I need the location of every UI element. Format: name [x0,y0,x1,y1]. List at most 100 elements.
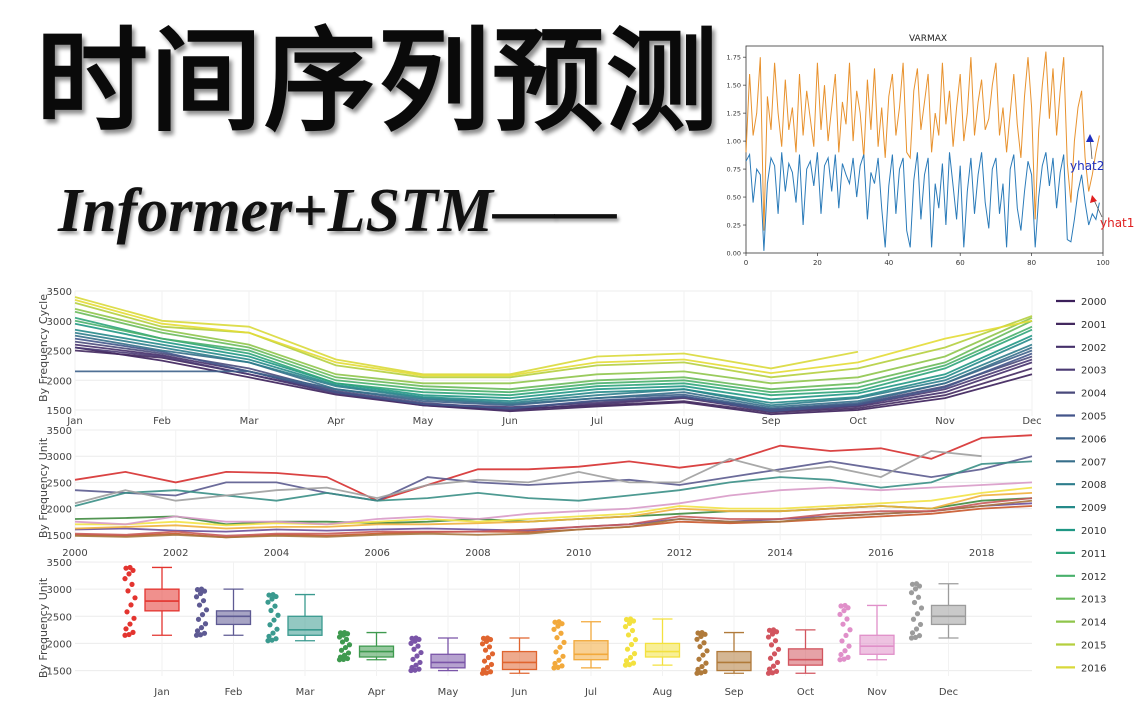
box-point-May [417,659,423,666]
box-point-Sep [698,670,704,676]
box-point-Oct [770,663,777,669]
box-point-Feb [197,590,204,597]
x-tick-label: 100 [1096,259,1109,267]
varmax-chart: VARMAX 0.00 0.25 0.50 0.75 1.00 1.25 1.50 1.75 0… [718,28,1142,270]
box-point-Sep [697,644,703,650]
box-point-Feb [196,602,203,608]
yhat2-arrow-head [1086,134,1094,142]
box-Aug [644,642,681,658]
box-point-Feb [198,625,205,631]
box-point-May [413,662,419,668]
box-point-Apr [343,636,350,642]
x-tick-label: Jul [584,687,597,698]
box-Jan [144,588,180,612]
box-point-Feb [193,632,200,638]
x-tick-label: May [413,416,434,427]
series-line-Jan [74,434,1033,502]
box-point-Feb [195,616,202,622]
box-point-Sep [701,640,707,646]
box-point-Jul [557,644,563,650]
box-point-Nov [840,621,846,627]
x-tick-label: Nov [935,416,955,427]
box-point-Sep [698,633,704,640]
box-point-Oct [765,634,772,640]
box-point-Jun [484,664,491,671]
box-point-Jun [480,635,487,641]
legend-label-2000: 2000 [1081,297,1106,308]
x-tick-label: Apr [368,687,386,698]
box-Nov [859,634,895,655]
panel1-ylabel: By Frequency Cycle [37,294,50,402]
box-point-Oct [770,627,777,633]
x-tick-label: Oct [849,416,866,427]
yhat1-arrow-head [1090,195,1097,203]
x-tick-label: Sep [725,687,744,698]
y-tick-label: 2500 [47,612,72,623]
box-point-Dec [914,611,921,617]
box-May [430,653,466,669]
box-point-Nov [841,656,847,662]
box-point-May [418,649,424,656]
box-point-Aug [631,651,638,657]
box-point-Nov [845,654,851,660]
box-point-Oct [766,666,773,672]
box-point-Apr [337,654,344,660]
series-line-Nov [74,481,1033,526]
series-line-2013 [74,310,1033,391]
box-point-Jan [132,595,138,601]
box-point-Nov [837,611,843,618]
series-line-yhat2 [745,51,1100,231]
series-line-Dec [74,450,982,505]
box-point-Jul [552,660,558,667]
x-tick-label: 20 [813,259,822,267]
x-tick-label: Mar [240,416,260,427]
series-line-Feb [74,455,1033,502]
box-point-Aug [627,616,634,622]
box-point-Nov [838,603,844,609]
box-point-Sep [695,630,701,636]
box-point-Nov [843,632,849,639]
legend-label-2001: 2001 [1081,320,1106,331]
box-point-Aug [632,637,639,643]
box-point-May [409,664,415,671]
x-tick-label: Jan [153,687,169,698]
y-tick-label: 3500 [47,426,72,437]
box-point-May [414,653,420,659]
series-line-2001 [74,349,1033,414]
box-point-May [408,640,414,646]
x-tick-label: 2012 [667,548,692,559]
x-tick-label: Oct [797,687,814,698]
y-tick-label: 3500 [47,558,72,569]
box-point-Jul [556,657,562,663]
y-tick-label: 1.25 [727,110,741,118]
box-point-Jun [479,641,486,647]
box-point-May [411,646,417,652]
box-point-May [415,643,421,649]
legend-label-2003: 2003 [1081,366,1106,377]
x-tick-label: 2014 [767,548,792,559]
x-tick-label: Sep [762,416,781,427]
box-point-Jun [486,644,493,650]
legend-label-2008: 2008 [1081,480,1106,491]
box-point-Jul [551,626,557,632]
box-point-Nov [842,602,848,609]
series-line-2011 [74,316,1033,397]
series-line-2000 [74,346,1033,416]
box-point-Nov [846,643,852,649]
box-point-Mar [275,612,281,618]
x-tick-label: Jan [66,416,82,427]
box-point-Jun [481,658,488,664]
box-point-Feb [201,630,208,636]
box-point-Jul [554,635,560,641]
box-point-Jan [127,564,133,571]
box-point-Dec [918,605,925,611]
box-Dec [930,604,967,626]
box-point-May [410,656,416,662]
varmax-title: VARMAX [909,34,947,44]
box-point-Dec [911,599,918,606]
box-point-Aug [628,641,635,648]
box-point-Jul [553,649,559,655]
box-point-Jan [131,615,137,621]
box-point-Mar [267,622,273,628]
y-tick-label: 2500 [47,478,72,489]
